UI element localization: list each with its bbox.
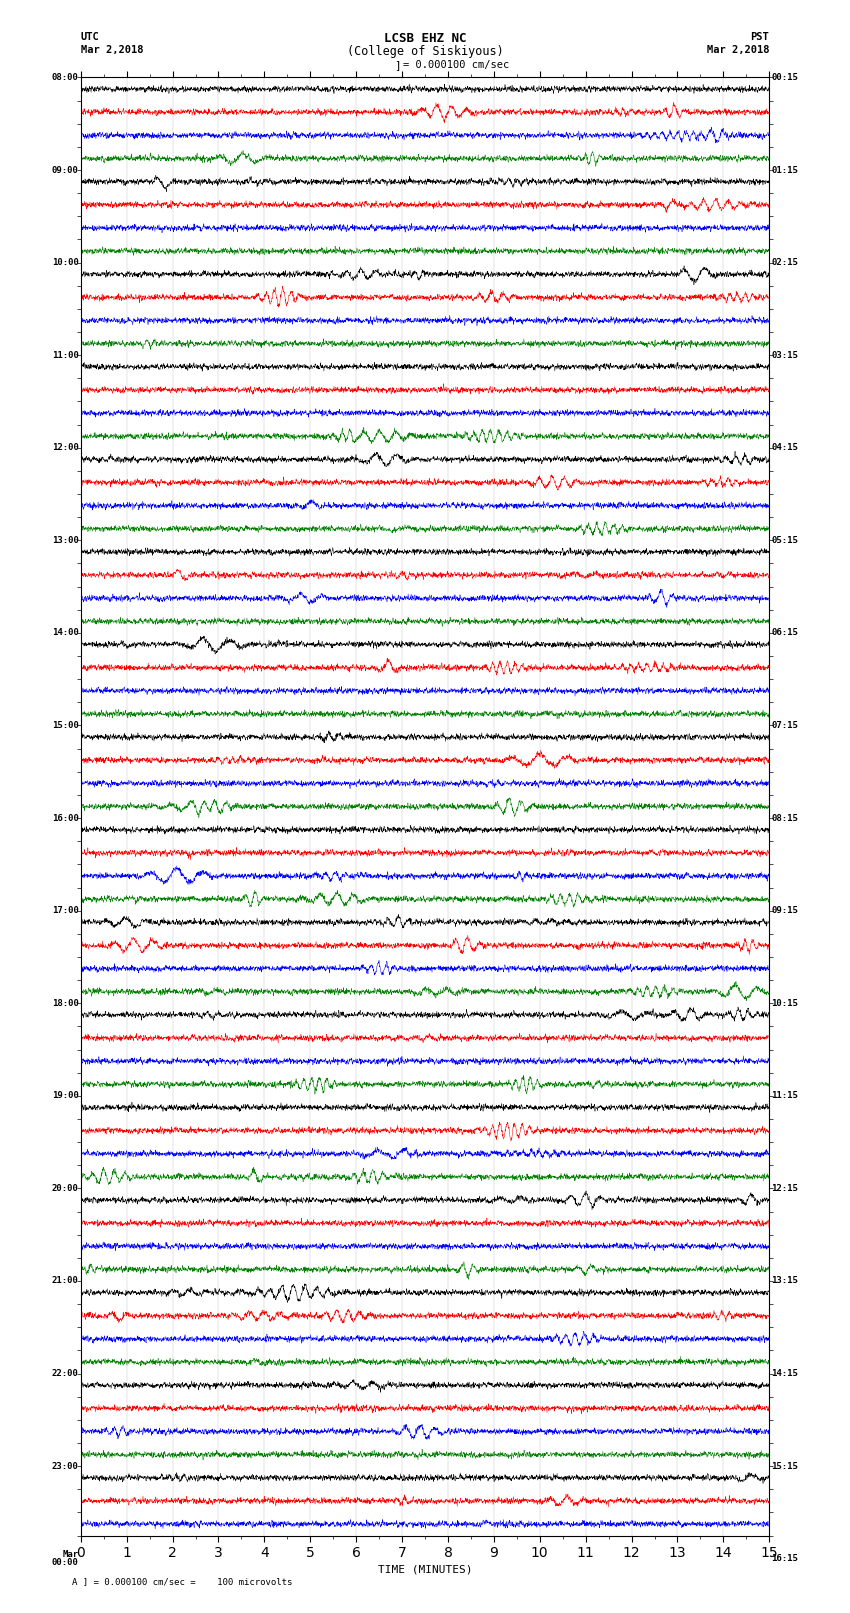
- Text: 15:15: 15:15: [771, 1461, 798, 1471]
- Text: 11:15: 11:15: [771, 1092, 798, 1100]
- Text: 13:00: 13:00: [52, 536, 79, 545]
- Text: 08:00: 08:00: [52, 73, 79, 82]
- Text: UTC: UTC: [81, 32, 99, 42]
- Text: 09:15: 09:15: [771, 907, 798, 915]
- Text: 02:15: 02:15: [771, 258, 798, 268]
- Text: 03:15: 03:15: [771, 350, 798, 360]
- Text: 20:00: 20:00: [52, 1184, 79, 1194]
- Text: A ] = 0.000100 cm/sec =    100 microvolts: A ] = 0.000100 cm/sec = 100 microvolts: [72, 1578, 292, 1587]
- Text: 18:00: 18:00: [52, 998, 79, 1008]
- Text: ]: ]: [394, 60, 401, 69]
- Text: (College of Siskiyous): (College of Siskiyous): [347, 45, 503, 58]
- Text: 05:15: 05:15: [771, 536, 798, 545]
- Text: 10:15: 10:15: [771, 998, 798, 1008]
- Text: 15:00: 15:00: [52, 721, 79, 731]
- Text: PST: PST: [751, 32, 769, 42]
- Text: 00:15: 00:15: [771, 73, 798, 82]
- Text: 14:00: 14:00: [52, 629, 79, 637]
- Text: 11:00: 11:00: [52, 350, 79, 360]
- X-axis label: TIME (MINUTES): TIME (MINUTES): [377, 1565, 473, 1574]
- Text: 23:00: 23:00: [52, 1461, 79, 1471]
- Text: 01:15: 01:15: [771, 166, 798, 174]
- Text: 17:00: 17:00: [52, 907, 79, 915]
- Text: 04:15: 04:15: [771, 444, 798, 452]
- Text: 09:00: 09:00: [52, 166, 79, 174]
- Text: 21:00: 21:00: [52, 1276, 79, 1286]
- Text: Mar
00:00: Mar 00:00: [52, 1550, 79, 1568]
- Text: 16:00: 16:00: [52, 813, 79, 823]
- Text: = 0.000100 cm/sec: = 0.000100 cm/sec: [403, 60, 509, 69]
- Text: 12:15: 12:15: [771, 1184, 798, 1194]
- Text: 10:00: 10:00: [52, 258, 79, 268]
- Text: 13:15: 13:15: [771, 1276, 798, 1286]
- Text: 14:15: 14:15: [771, 1369, 798, 1378]
- Text: 16:15: 16:15: [771, 1555, 798, 1563]
- Text: Mar 2,2018: Mar 2,2018: [706, 45, 769, 55]
- Text: 08:15: 08:15: [771, 813, 798, 823]
- Text: 22:00: 22:00: [52, 1369, 79, 1378]
- Text: 06:15: 06:15: [771, 629, 798, 637]
- Text: 07:15: 07:15: [771, 721, 798, 731]
- Text: Mar 2,2018: Mar 2,2018: [81, 45, 144, 55]
- Text: LCSB EHZ NC: LCSB EHZ NC: [383, 32, 467, 45]
- Text: 19:00: 19:00: [52, 1092, 79, 1100]
- Text: 12:00: 12:00: [52, 444, 79, 452]
